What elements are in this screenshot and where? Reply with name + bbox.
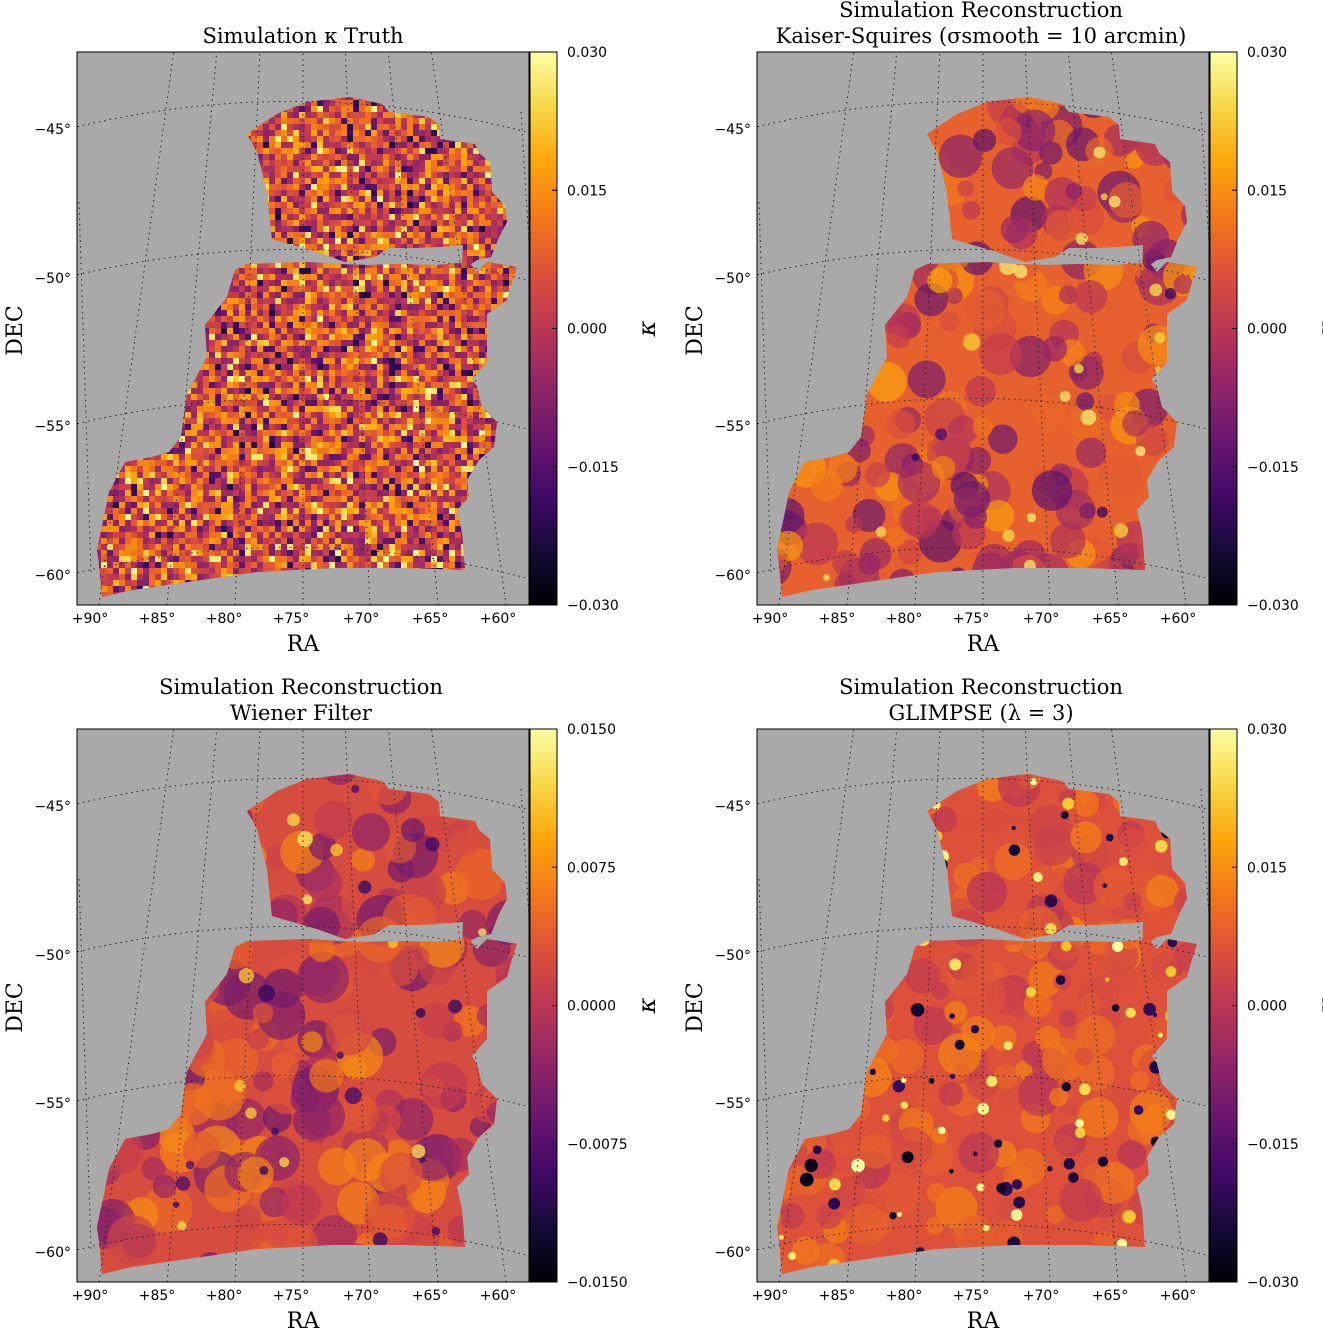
ra-tick-label: +70°	[1023, 611, 1060, 627]
ra-tick-label: +90°	[752, 611, 789, 627]
dec-tick-label: −50°	[714, 948, 751, 964]
colorbar-tick-label: 0.030	[1247, 45, 1287, 61]
ra-tick-label: +75°	[953, 611, 990, 627]
ra-tick-label: +70°	[343, 1288, 380, 1304]
y-axis-label: DEC	[683, 982, 708, 1033]
ra-tick-label: +85°	[139, 611, 176, 627]
ra-tick-label: +90°	[72, 611, 109, 627]
ra-tick-label: +80°	[886, 611, 923, 627]
ra-tick-label: +65°	[412, 611, 449, 627]
colorbar-tick-label: 0.015	[1247, 860, 1287, 876]
x-axis-label: RA	[287, 1309, 321, 1334]
x-axis-label: RA	[967, 632, 1001, 657]
dec-tick-label: −60°	[714, 568, 751, 584]
ra-tick-label: +60°	[1160, 611, 1197, 627]
y-axis-label: DEC	[3, 982, 28, 1033]
y-axis-label: DEC	[3, 305, 28, 356]
dec-tick-label: −50°	[34, 948, 71, 964]
colorbar-tick-label: 0.0150	[567, 722, 616, 738]
ra-tick-label: +65°	[412, 1288, 449, 1304]
colorbar-tick-label: −0.030	[567, 598, 619, 614]
colorbar-tick-label: 0.000	[1247, 999, 1287, 1015]
ra-tick-label: +90°	[752, 1288, 789, 1304]
ra-tick-label: +85°	[819, 611, 856, 627]
ra-tick-label: +60°	[480, 611, 517, 627]
ra-tick-label: +75°	[273, 1288, 310, 1304]
chart-svg: Simulation κ Truth +90° +85° +80° +75° +70° +6…	[0, 0, 661, 664]
chart-title-line: Simulation Reconstruction	[839, 0, 1123, 22]
ra-tick-label: +60°	[480, 1288, 517, 1304]
dec-tick-label: −50°	[34, 271, 71, 287]
dec-tick-label: −55°	[714, 1096, 751, 1112]
chart-title-line: Kaiser-Squires (σsmooth = 10 arcmin)	[776, 24, 1187, 48]
ra-tick-label: +90°	[72, 1288, 109, 1304]
colorbar-tick-label: −0.0075	[567, 1137, 628, 1153]
ra-tick-label: +80°	[886, 1288, 923, 1304]
chart-svg: Simulation ReconstructionKaiser-Squires …	[680, 0, 1323, 664]
ra-tick-label: +70°	[343, 611, 380, 627]
ra-tick-label: +75°	[953, 1288, 990, 1304]
colorbar-label: κ	[633, 320, 661, 337]
y-axis-label: DEC	[683, 305, 708, 356]
colorbar-tick-label: −0.0150	[567, 1275, 628, 1291]
dec-tick-label: −60°	[34, 1245, 71, 1261]
ra-tick-label: +60°	[1160, 1288, 1197, 1304]
panel-truth: Simulation κ Truth +90° +85° +80° +75° +70° +6…	[0, 0, 661, 664]
ra-tick-label: +65°	[1092, 611, 1129, 627]
dec-tick-label: −55°	[34, 419, 71, 435]
x-axis-label: RA	[967, 1309, 1001, 1334]
colorbar-tick-label: −0.030	[1247, 1275, 1299, 1291]
colorbar-tick-label: 0.0000	[567, 999, 616, 1015]
dec-tick-label: −45°	[714, 122, 751, 138]
colorbar-tick-label: −0.030	[1247, 598, 1299, 614]
ra-tick-label: +75°	[273, 611, 310, 627]
ra-tick-label: +80°	[206, 1288, 243, 1304]
dec-tick-label: −50°	[714, 271, 751, 287]
x-axis-label: RA	[287, 632, 321, 657]
colorbar-label: κ	[1313, 997, 1323, 1014]
colorbar-tick-label: −0.015	[1247, 460, 1299, 476]
colorbar-label: κ	[1313, 320, 1323, 337]
dec-tick-label: −45°	[34, 122, 71, 138]
colorbar-tick-label: 0.030	[1247, 722, 1287, 738]
chart-title-line: Simulation Reconstruction	[839, 675, 1123, 699]
colorbar-label: κ	[633, 997, 661, 1014]
chart-title-line: Wiener Filter	[230, 701, 373, 725]
colorbar-tick-label: 0.0075	[567, 860, 616, 876]
dec-tick-label: −60°	[34, 568, 71, 584]
ra-tick-label: +70°	[1023, 1288, 1060, 1304]
colorbar-tick-label: −0.015	[567, 460, 619, 476]
ra-tick-label: +65°	[1092, 1288, 1129, 1304]
chart-title-line: GLIMPSE (λ = 3)	[888, 701, 1073, 725]
ra-tick-label: +85°	[139, 1288, 176, 1304]
colorbar-tick-label: 0.015	[567, 183, 607, 199]
dec-tick-label: −60°	[714, 1245, 751, 1261]
ra-tick-label: +85°	[819, 1288, 856, 1304]
colorbar-tick-label: 0.015	[1247, 183, 1287, 199]
colorbar-tick-label: 0.030	[567, 45, 607, 61]
dec-tick-label: −55°	[34, 1096, 71, 1112]
dec-tick-label: −45°	[714, 799, 751, 815]
colorbar-tick-label: 0.000	[567, 322, 607, 338]
colorbar-tick-label: −0.015	[1247, 1137, 1299, 1153]
dec-tick-label: −45°	[34, 799, 71, 815]
dec-tick-label: −55°	[714, 419, 751, 435]
chart-title-line: Simulation κ Truth	[202, 24, 403, 48]
ra-tick-label: +80°	[206, 611, 243, 627]
colorbar-tick-label: 0.000	[1247, 322, 1287, 338]
chart-title-line: Simulation Reconstruction	[159, 675, 443, 699]
